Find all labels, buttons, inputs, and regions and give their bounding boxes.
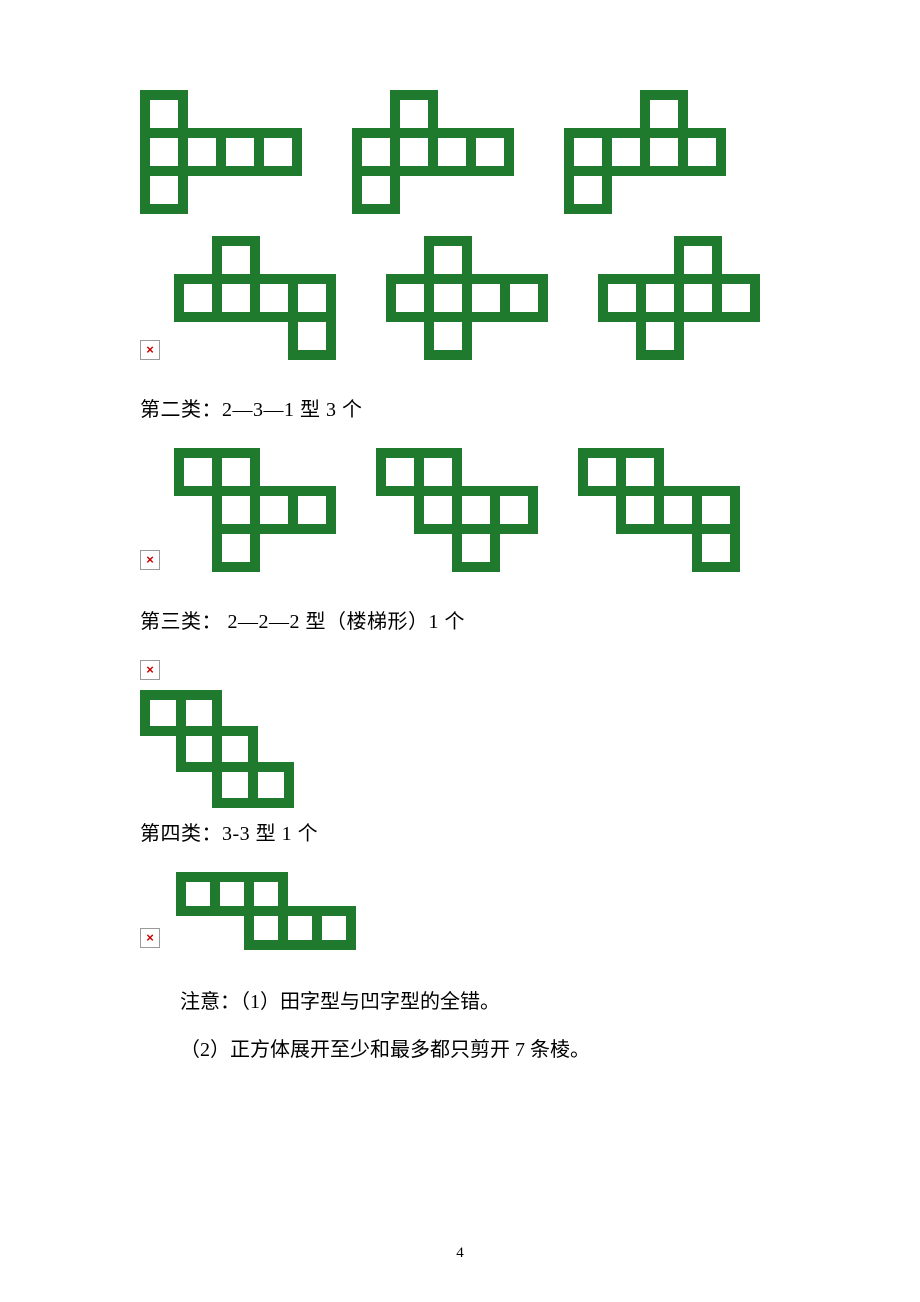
cube-net [352,90,514,214]
cube-net [386,236,548,360]
section-2-heading: 第二类：2—3—1 型 3 个 [140,390,800,430]
note-line-1: 注意：（1）田字型与凹字型的全错。 [140,978,800,1026]
section-3-heading: 第三类： 2—2—2 型（楼梯形）1 个 [140,602,800,642]
note-line-2: （2）正方体展开至少和最多都只剪开 7 条棱。 [140,1026,800,1074]
page: 第二类：2—3—1 型 3 个 第三类： 2—2—2 型（楼梯形）1 个 第四类… [0,0,920,1302]
broken-image-icon [140,340,160,360]
cube-net [176,872,356,950]
broken-image-icon [140,928,160,948]
cube-net [598,236,760,360]
broken-image-icon [140,550,160,570]
page-number: 4 [456,1245,464,1262]
cube-net [140,690,294,808]
broken-image-icon [140,660,160,680]
net-row-2 [140,236,800,360]
net-row-4 [140,690,800,808]
net-row-5 [140,872,800,950]
cube-net [564,90,726,214]
section-4-heading: 第四类：3-3 型 1 个 [140,814,800,854]
cube-net [174,448,336,572]
net-row-1 [140,90,800,214]
net-row-3 [140,448,800,572]
cube-net [376,448,538,572]
cube-net [140,90,302,214]
cube-net [578,448,740,572]
cube-net [174,236,336,360]
